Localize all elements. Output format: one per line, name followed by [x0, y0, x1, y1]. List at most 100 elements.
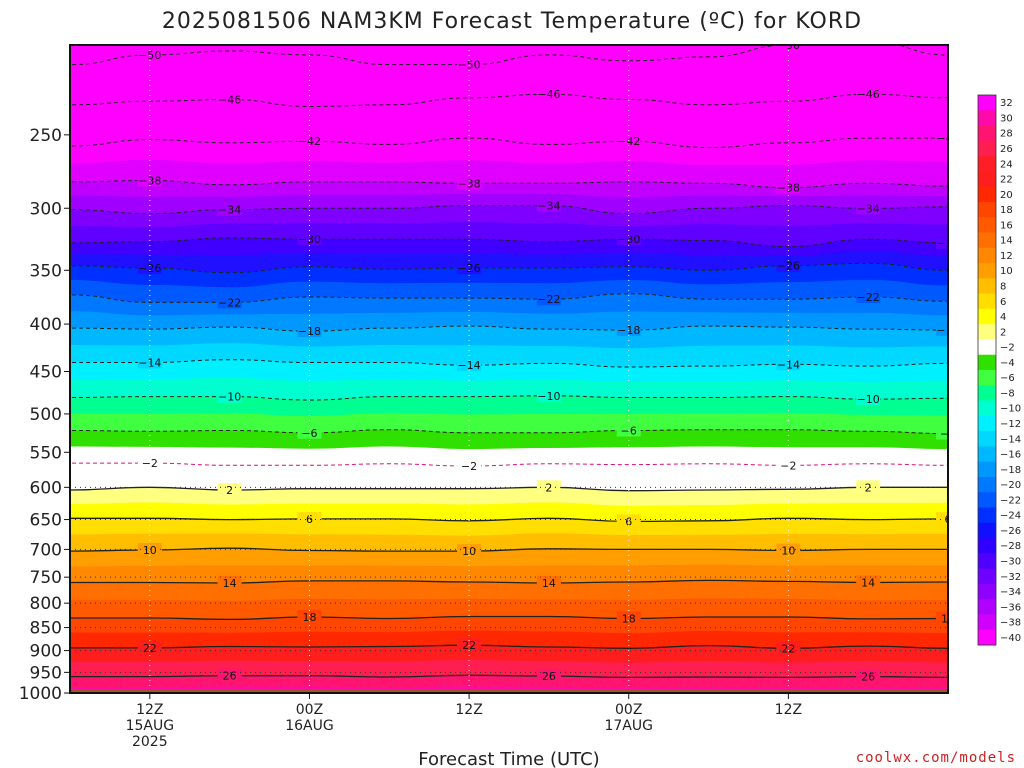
colorbar-swatch — [978, 522, 996, 539]
y-tick-label: 900 — [30, 642, 62, 662]
isotherm--34 — [70, 205, 948, 215]
colorbar-label: −26 — [1000, 526, 1021, 537]
isotherm-label: 2 — [226, 484, 233, 497]
isotherm-label: −30 — [298, 233, 321, 246]
isotherm-label-bg — [137, 355, 162, 369]
pressure-axis: 250 300 350 400 450 500 550 600 650 700 750 800 850 9… — [19, 126, 70, 704]
colorbar-label: 18 — [1000, 205, 1013, 216]
isotherm-label-bg — [217, 295, 242, 309]
isotherm-label: −6 — [301, 427, 317, 440]
isotherm-label-bg — [616, 423, 641, 437]
temperature-band — [70, 486, 948, 507]
isotherm-label: 18 — [622, 612, 636, 625]
isotherm-label-bg — [137, 456, 162, 470]
y-tick-label: 700 — [30, 540, 62, 560]
colorbar-label: −32 — [1000, 572, 1021, 583]
colorbar-swatch — [978, 263, 996, 279]
isotherm--14 — [70, 359, 948, 368]
isotherm-label-bg — [856, 575, 881, 589]
isotherm-label: −46 — [218, 94, 241, 107]
isotherm-label: 10 — [781, 545, 795, 558]
isotherm-6 — [70, 517, 948, 523]
isotherm-14 — [70, 579, 948, 584]
isotherm-label-bg — [856, 480, 881, 494]
x-tick-label: 16AUG — [285, 718, 334, 734]
isotherm-label-bg — [217, 92, 242, 106]
isotherm-label-bg — [536, 198, 561, 212]
isotherm-label: −26 — [777, 260, 800, 273]
colorbar-label: −34 — [1000, 587, 1021, 598]
colorbar-label: −24 — [1000, 511, 1021, 522]
isotherm-label-bg — [776, 357, 801, 371]
isotherm-label-bg — [217, 576, 242, 590]
temperature-band — [70, 517, 948, 537]
isotherm-label: −42 — [936, 132, 959, 145]
colorbar-label: 26 — [1000, 144, 1013, 155]
isotherm-label-bg — [457, 358, 482, 372]
isotherm-label: −34 — [857, 202, 880, 215]
isotherm-label-bg — [137, 47, 162, 61]
y-tick-label: 650 — [30, 511, 62, 531]
isotherm-label-bg — [536, 388, 561, 402]
isotherm-label-bg — [776, 180, 801, 194]
temperature-bands — [70, 45, 948, 693]
credit-link[interactable]: coolwx.com/models — [856, 750, 1016, 766]
y-tick-label: 850 — [30, 619, 62, 639]
colorbar-swatch — [978, 308, 996, 325]
isotherm-label: 26 — [861, 671, 875, 684]
isotherm-label: 18 — [302, 611, 316, 624]
colorbar-label: 14 — [1000, 236, 1013, 247]
isotherm-contours — [70, 45, 948, 679]
y-tick-label: 350 — [30, 261, 62, 281]
temperature-band — [70, 395, 948, 417]
isotherm-label-bg — [616, 611, 641, 625]
isotherm-label-bg — [297, 232, 322, 246]
colorbar-label: 28 — [1000, 129, 1013, 140]
y-tick-label: 750 — [30, 568, 62, 588]
colorbar-swatch — [978, 415, 996, 432]
isotherm-labels: −50−50−50−46 −46 −46−42 −42 −42−38 −38 −38−34−… — [137, 45, 959, 684]
colorbar-swatch — [978, 553, 996, 570]
isotherm-label: −38 — [777, 182, 800, 195]
temperature-band — [70, 564, 948, 584]
isotherm-label-bg — [457, 638, 482, 652]
isotherm-label-bg — [137, 173, 162, 187]
colorbar-label: 8 — [1000, 281, 1006, 292]
x-tick-label: 2025 — [132, 734, 168, 750]
colorbar-swatch — [978, 431, 996, 447]
colorbar-label: −16 — [1000, 450, 1021, 461]
isotherm-label-bg — [217, 389, 242, 403]
colorbar-swatch — [978, 476, 996, 493]
isotherm-label: −46 — [537, 88, 560, 101]
isotherm-label-bg — [536, 87, 561, 101]
isotherm--50 — [70, 45, 948, 66]
isotherm-label-bg — [856, 669, 881, 683]
isotherm--46 — [70, 93, 948, 108]
isotherm-label: −38 — [457, 177, 480, 190]
colorbar-swatch — [978, 217, 996, 233]
colorbar-label: −8 — [1000, 388, 1015, 399]
x-tick-label: 00Z — [296, 702, 323, 718]
x-tick-label: 00Z — [615, 702, 642, 718]
colorbar-label: −22 — [1000, 495, 1021, 506]
isotherm-label-bg — [457, 57, 482, 71]
y-tick-label: 600 — [30, 478, 62, 498]
colorbar-label: 30 — [1000, 113, 1013, 124]
isotherm-label: −22 — [218, 296, 241, 309]
isotherm-label: −34 — [537, 200, 560, 213]
x-tick-label: 12Z — [455, 702, 482, 718]
temperature-band — [70, 547, 948, 568]
ground-surface — [70, 688, 948, 693]
isotherm-label: 6 — [625, 515, 632, 528]
isotherm--10 — [70, 395, 948, 401]
isotherm-label-bg — [936, 131, 948, 145]
isotherm-label-bg — [297, 425, 322, 439]
y-tick-label: 250 — [30, 126, 62, 146]
isotherm-label: 26 — [542, 670, 556, 683]
x-tick-label: 12Z — [136, 702, 163, 718]
colorbar-swatch — [978, 171, 996, 188]
colorbar-label: −40 — [1000, 633, 1021, 644]
colorbar-label: 6 — [1000, 297, 1006, 308]
temperature-band — [70, 580, 948, 602]
